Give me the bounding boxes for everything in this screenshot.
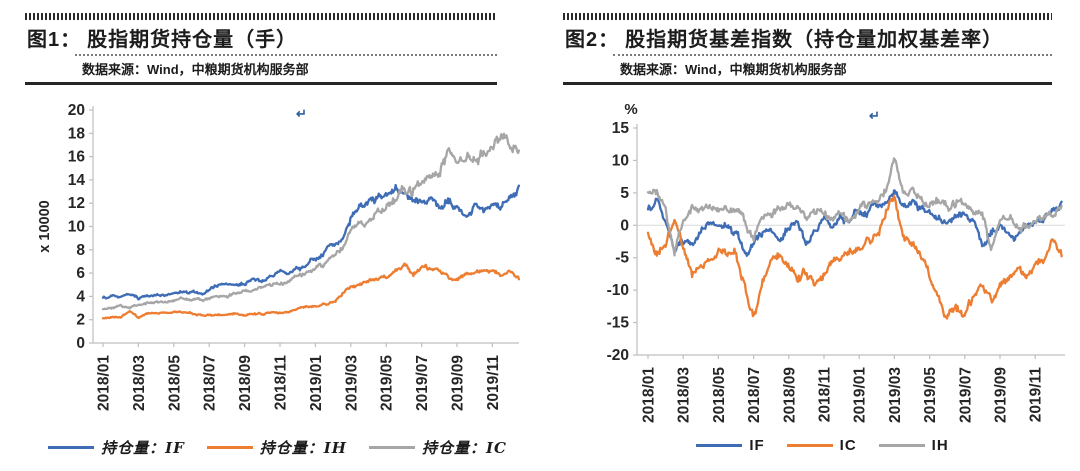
x-tick-label: 2019/09: [993, 367, 1010, 423]
figure1-top-dashed-rule: [25, 13, 497, 20]
figure1-chart: 0 2 4 6 8 10 12 14 16 18 20 2018/01 2018/03 2018/05 20…: [37, 102, 521, 411]
series-line-ic: [101, 132, 521, 311]
figure1-title: 股指期货持仓量（手）: [87, 29, 298, 51]
y-tick-label: 6: [76, 265, 85, 282]
x-tick-label: 2018/01: [96, 355, 113, 411]
y-tick-label: 8: [76, 242, 85, 259]
figure1-source: 数据来源：Wind，中粮期货机构服务部: [82, 62, 309, 77]
figure2-chart: -20 -15 -10 -5 0 5 10 15 2018/01 2018/03 2018/05 20…: [607, 101, 1065, 423]
figure2-source: 数据来源：Wind，中粮期货机构服务部: [620, 62, 847, 77]
y-tick-label: -5: [615, 250, 629, 267]
y-tick-label: -10: [607, 282, 629, 299]
x-tick-label: 2018/07: [202, 355, 219, 411]
figure2-tag: 图2：: [565, 29, 620, 51]
y-axis-unit-label: %: [624, 101, 637, 118]
x-tick-label: 2019/05: [922, 367, 939, 423]
legend-item: 持仓量：IF: [48, 437, 185, 458]
x-tick-label: 2019/11: [1028, 367, 1045, 423]
figure2-header: 图2： 股指期货基差指数（持仓量加权基差率） 数据来源：Wind，中粮期货机构服…: [563, 13, 1052, 85]
x-tick-label: 2018/05: [166, 355, 183, 411]
figure2-title: 股指期货基差指数（持仓量加权基差率）: [625, 29, 1004, 51]
y-tick-label: 0: [620, 217, 629, 234]
y-tick-label: 5: [620, 185, 629, 202]
y-tick-label: 2: [76, 312, 85, 329]
y-tick-label: 15: [612, 120, 630, 137]
series-line-ic: [646, 194, 1063, 320]
y-tick-label: -15: [607, 315, 630, 332]
y-tick-label: 10: [612, 152, 629, 169]
x-tick-label: 2018/11: [273, 355, 290, 411]
x-tick-label: 2018/09: [237, 355, 254, 411]
figure2-title-row: 图2： 股指期货基差指数（持仓量加权基差率）: [563, 20, 1052, 53]
x-tick-label: 2018/07: [746, 367, 763, 423]
legend-line-swatch: [696, 444, 743, 447]
x-tick-label: 2019/07: [414, 355, 431, 411]
series-line-ih: [646, 157, 1063, 257]
legend-item: 持仓量：IH: [206, 437, 347, 458]
figure2-legend: IF IC IH: [565, 437, 1080, 454]
legend-label: IH: [931, 437, 949, 454]
return-mark-icon: ↵: [296, 106, 307, 121]
x-tick-label: 2019/01: [852, 367, 869, 423]
x-tick-label: 2018/03: [131, 355, 148, 411]
y-tick-label: 0: [76, 335, 85, 352]
y-tick-label: -20: [607, 347, 629, 364]
x-tick-label: 2019/03: [343, 355, 360, 411]
figure2-bottom-rule: [563, 82, 1052, 85]
x-tick-label: 2019/01: [308, 355, 325, 411]
legend-item: IC: [786, 437, 857, 454]
legend-line-swatch: [878, 444, 925, 447]
legend-label: 持仓量：IH: [259, 439, 347, 457]
figure1-title-row: 图1： 股指期货持仓量（手）: [25, 20, 497, 53]
legend-item: IH: [878, 437, 949, 454]
x-tick-label: 2018/05: [711, 367, 728, 423]
x-tick-label: 2019/11: [485, 355, 502, 411]
legend-line-swatch: [48, 446, 95, 449]
figure2-top-dashed-rule: [563, 13, 1052, 20]
x-tick-label: 2018/11: [817, 367, 834, 423]
y-tick-label: 12: [68, 195, 85, 212]
y-tick-label: 18: [68, 125, 86, 142]
figure2-dotted-rule: [613, 54, 1052, 56]
x-tick-label: 2019/05: [379, 355, 396, 411]
legend-item: IF: [696, 437, 764, 454]
legend-label: 持仓量：IF: [101, 439, 185, 457]
x-tick-label: 2019/03: [887, 367, 904, 423]
legend-label: IC: [839, 437, 857, 454]
x-tick-label: 2019/07: [957, 367, 974, 423]
legend-line-swatch: [368, 446, 415, 449]
y-tick-label: 10: [68, 219, 85, 236]
legend-label: 持仓量：IC: [421, 439, 507, 457]
x-tick-label: 2018/03: [676, 367, 693, 423]
series-line-if: [101, 183, 521, 301]
y-tick-label: 14: [68, 172, 86, 189]
x-tick-label: 2019/09: [450, 355, 467, 411]
legend-line-swatch: [206, 446, 253, 449]
y-tick-label: 4: [76, 288, 85, 305]
figure1-tag: 图1：: [27, 29, 82, 51]
series-line-if: [646, 189, 1063, 257]
return-mark-icon: ↵: [869, 108, 880, 123]
figure1-legend: 持仓量：IF 持仓量：IH 持仓量：IC: [25, 437, 530, 458]
y-tick-label: 16: [68, 149, 86, 166]
legend-line-swatch: [786, 444, 833, 447]
figure1-header: 图1： 股指期货持仓量（手） 数据来源：Wind，中粮期货机构服务部: [25, 13, 497, 85]
legend-label: IF: [749, 437, 765, 454]
x-tick-label: 2018/09: [781, 367, 798, 423]
series-line-ih: [101, 262, 521, 320]
y-axis-unit-label: x 10000: [37, 200, 53, 252]
figure1-bottom-rule: [25, 82, 497, 85]
x-tick-label: 2018/01: [641, 367, 658, 423]
legend-item: 持仓量：IC: [368, 437, 507, 458]
figure1-dotted-rule: [75, 54, 497, 56]
y-tick-label: 20: [68, 102, 85, 119]
